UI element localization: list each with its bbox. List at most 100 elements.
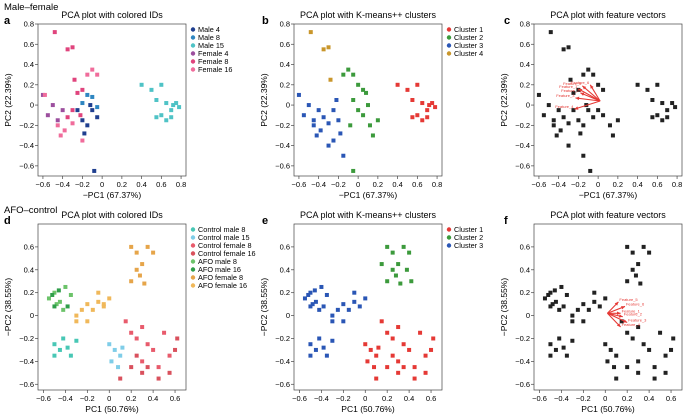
- y-axis-label: PC2 (22.39%): [499, 73, 509, 127]
- data-point: [557, 307, 562, 312]
- data-point: [330, 319, 335, 324]
- data-point: [607, 123, 612, 128]
- data-point: [561, 115, 566, 120]
- data-point: [385, 279, 390, 284]
- x-tick-label: 0: [107, 394, 111, 403]
- data-point: [57, 347, 62, 352]
- data-point: [658, 330, 663, 335]
- series-samples: [542, 244, 676, 381]
- x-axis-label: PC1 (50.76%): [341, 404, 395, 414]
- data-point: [571, 90, 576, 95]
- data-point: [317, 336, 322, 341]
- data-point: [581, 153, 586, 158]
- x-tick-label: −0.2: [331, 180, 346, 189]
- legend-swatch: [190, 59, 196, 64]
- data-point: [363, 342, 368, 347]
- data-point: [324, 353, 329, 358]
- x-axis-label: −PC1 (67.37%): [83, 190, 142, 200]
- x-tick-label: −0.6: [292, 180, 307, 189]
- data-point: [561, 345, 566, 350]
- data-point: [58, 133, 63, 138]
- series-afo-female-8: [129, 244, 156, 286]
- x-tick-label: 0.2: [382, 394, 392, 403]
- data-point: [62, 128, 67, 133]
- data-point: [321, 304, 326, 309]
- data-point: [318, 128, 323, 133]
- data-point: [129, 244, 134, 249]
- y-tick-label: 0.4: [280, 60, 290, 69]
- data-point: [90, 307, 95, 312]
- data-point: [85, 123, 90, 128]
- data-point: [313, 299, 318, 304]
- y-tick-label: 0: [286, 101, 290, 110]
- data-point: [306, 292, 311, 297]
- x-tick-label: 0.2: [613, 180, 623, 189]
- data-point: [552, 288, 557, 293]
- data-point: [54, 302, 59, 307]
- data-point: [306, 103, 311, 108]
- data-point: [74, 338, 79, 343]
- legend-label: Control male 8: [198, 225, 245, 234]
- legend-label: Control female 16: [198, 249, 256, 258]
- data-point: [393, 273, 398, 278]
- series-cluster-2: [379, 244, 414, 286]
- data-point: [156, 365, 161, 370]
- data-point: [588, 168, 593, 173]
- data-point: [96, 290, 101, 295]
- data-point: [341, 72, 346, 77]
- plot-frame: [533, 23, 683, 177]
- data-point: [142, 281, 147, 286]
- data-point: [169, 108, 174, 113]
- series-afo-male-16: [50, 288, 70, 309]
- y-tick-label: 0.8: [280, 20, 290, 29]
- feature-vector-label: Feature_1: [559, 84, 578, 89]
- data-point: [650, 98, 655, 102]
- data-point: [140, 325, 145, 330]
- data-point: [361, 87, 366, 92]
- data-point: [647, 250, 652, 255]
- data-point: [171, 103, 176, 108]
- feature-vector-label: Feature_2: [624, 312, 643, 317]
- x-tick-label: −0.4: [551, 180, 566, 189]
- data-point: [374, 376, 379, 381]
- data-point: [430, 101, 435, 106]
- y-tick-label: −0.4: [275, 141, 290, 150]
- plot-frame: [293, 23, 443, 177]
- data-point: [363, 296, 368, 301]
- data-point: [564, 353, 569, 358]
- data-point: [351, 98, 356, 102]
- series-male-8: [80, 92, 100, 110]
- legend-swatch: [190, 27, 196, 32]
- y-tick-label: 0.4: [520, 265, 530, 274]
- y-tick-label: −0.6: [19, 380, 34, 389]
- x-tick-label: 0: [603, 394, 607, 403]
- data-point: [630, 336, 635, 341]
- section-label-male-female: Male–female: [4, 2, 58, 13]
- x-tick-label: 0.6: [170, 394, 180, 403]
- data-point: [107, 296, 112, 301]
- data-point: [134, 267, 139, 272]
- series-cluster-2: [341, 67, 380, 173]
- data-point: [68, 292, 73, 297]
- data-point: [310, 302, 315, 307]
- data-point: [647, 347, 652, 352]
- data-point: [429, 347, 434, 352]
- data-point: [151, 250, 156, 255]
- feature-vector-label: Feature_6: [571, 80, 590, 85]
- y-tick-label: 0: [30, 311, 34, 320]
- data-point: [159, 113, 164, 118]
- data-point: [109, 359, 114, 364]
- feature-vector-label: Feature_4: [555, 104, 574, 109]
- data-point: [385, 365, 390, 370]
- x-tick-label: 0.4: [148, 394, 158, 403]
- data-point: [149, 87, 154, 92]
- y-tick-label: −0.2: [19, 121, 34, 130]
- data-point: [96, 299, 101, 304]
- y-tick-label: 0.8: [520, 20, 530, 29]
- data-point: [669, 347, 674, 352]
- data-point: [134, 250, 139, 255]
- data-point: [68, 353, 73, 358]
- y-tick-label: −0.2: [515, 121, 530, 130]
- feature-vector-label: Feature_4: [622, 322, 641, 327]
- x-tick-label: 0.2: [373, 180, 383, 189]
